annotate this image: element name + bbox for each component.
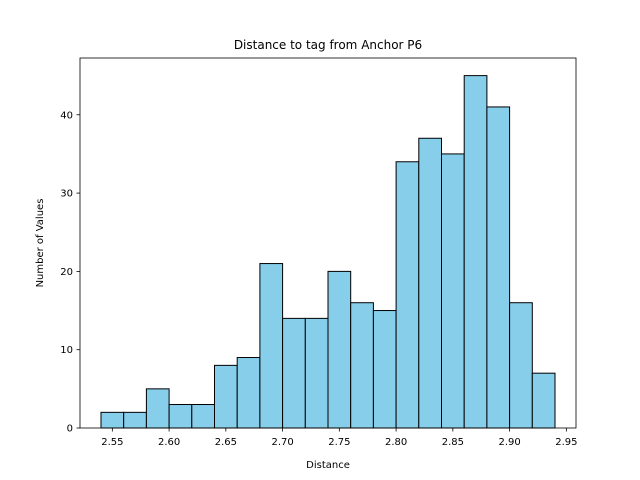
histogram-bar <box>418 137 443 429</box>
histogram-bar <box>259 263 284 429</box>
histogram-bar <box>327 270 352 429</box>
histogram-bar <box>145 388 170 429</box>
histogram-bar <box>191 404 215 429</box>
x-axis-ticks: 2.55 2.60 2.65 2.70 2.75 2.80 2.85 2.90 2.95 <box>101 428 577 448</box>
histogram-bar <box>531 372 556 429</box>
x-tick-label: 2.75 <box>328 437 350 448</box>
bars-group <box>100 75 556 429</box>
histogram-bar <box>441 153 465 429</box>
histogram-bar <box>372 310 397 429</box>
histogram-bar <box>213 364 238 429</box>
y-tick-label: 30 <box>60 189 73 200</box>
histogram-bar <box>304 317 329 429</box>
histogram-bar <box>463 75 488 429</box>
y-tick-label: 10 <box>60 345 73 356</box>
y-axis-ticks: 0 10 20 30 40 <box>60 110 80 435</box>
y-tick-label: 40 <box>60 110 73 121</box>
x-tick-label: 2.80 <box>385 437 407 448</box>
histogram-bar <box>282 317 306 429</box>
x-axis-label: Distance <box>306 460 350 471</box>
x-tick-label: 2.70 <box>271 437 293 448</box>
x-tick-label: 2.90 <box>498 437 520 448</box>
histogram-bar <box>486 106 511 429</box>
histogram-bar <box>100 411 125 429</box>
chart-title: Distance to tag from Anchor P6 <box>234 38 422 52</box>
x-tick-label: 2.55 <box>101 437 123 448</box>
x-tick-label: 2.65 <box>215 437 237 448</box>
histogram-bar <box>395 161 420 429</box>
histogram-bar <box>350 302 374 429</box>
histogram-bar <box>168 404 193 429</box>
y-axis-label: Number of Values <box>35 199 46 288</box>
x-tick-label: 2.60 <box>158 437 180 448</box>
plot-frame <box>79 57 577 429</box>
y-tick-label: 20 <box>60 267 73 278</box>
x-tick-label: 2.85 <box>442 437 464 448</box>
x-tick-label: 2.95 <box>555 437 577 448</box>
histogram-bar <box>509 302 533 429</box>
histogram-bar <box>123 411 147 429</box>
y-tick-label: 0 <box>67 424 73 435</box>
histogram-bar <box>236 357 261 429</box>
